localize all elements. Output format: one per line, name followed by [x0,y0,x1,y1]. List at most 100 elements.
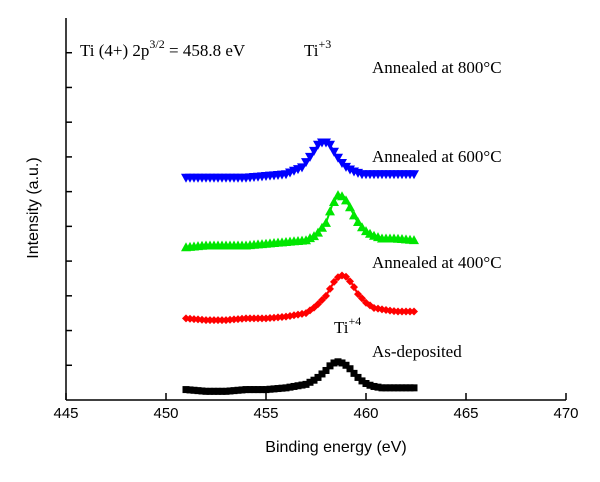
data-point [321,138,331,148]
data-point [254,386,262,394]
data-point [358,377,366,385]
reference-annotation-suffix: = 458.8 eV [165,41,246,60]
data-point [186,386,194,394]
data-point [258,386,266,394]
y-axis-label: Intensity (a.u.) [25,157,42,258]
data-point [333,153,343,163]
x-axis-label: Binding energy (eV) [265,439,406,456]
curve-label-400: Annealed at 400°C [372,253,502,272]
data-point [350,283,358,292]
data-point [270,385,278,393]
data-point [274,385,282,393]
data-point [246,386,254,394]
data-point [325,206,335,216]
data-point [214,387,222,395]
ti3-annotation: Ti+3 [304,37,331,60]
data-point [206,387,214,395]
data-point [326,284,334,293]
data-point [386,384,394,392]
data-point [190,386,198,394]
data-point [290,382,298,390]
data-point [370,382,378,390]
data-point [338,359,346,367]
data-point [266,385,274,393]
data-point [321,217,331,227]
data-point [230,387,238,395]
x-tick-label: 460 [353,405,378,422]
x-tick-label: 470 [553,405,578,422]
data-point [390,384,398,392]
data-point [353,217,363,227]
ti4-annotation-sup: +4 [349,314,362,328]
data-point [341,195,351,205]
data-point [318,370,326,378]
data-point [394,384,402,392]
series-3 [181,138,419,183]
ti4-annotation: Ti+4 [334,314,361,337]
data-point [346,277,354,286]
data-point [409,170,419,180]
reference-annotation-sup: 3/2 [149,37,164,51]
data-point [210,387,218,395]
data-point [329,147,339,157]
data-point [194,387,202,395]
data-point [346,365,354,373]
data-point [305,152,315,162]
data-point [306,378,314,386]
x-tick-label: 465 [453,405,478,422]
data-point [342,361,350,369]
data-point [410,384,418,392]
data-point [402,384,410,392]
data-point [330,277,338,286]
data-point [314,300,322,309]
data-point [337,191,347,201]
data-point [341,162,351,172]
data-point [406,384,414,392]
data-point [250,386,258,394]
data-point [297,163,307,173]
data-point [409,235,419,245]
data-point [362,380,370,388]
data-point [326,362,334,370]
data-point [354,373,362,381]
data-point [314,373,322,381]
ti3-annotation-text: Ti [304,41,319,60]
data-point [322,366,330,374]
data-point [374,383,382,391]
data-point [301,158,311,168]
data-point [325,140,335,150]
data-point [317,222,327,232]
data-point [182,386,190,394]
data-point [322,291,330,300]
series-0 [182,358,418,395]
data-point [354,290,362,299]
ti3-annotation-sup: +3 [319,37,332,51]
x-axis-ticks: 445 450 455 460 465 470 [53,393,579,422]
data-point [242,386,250,394]
data-point [198,387,206,395]
x-tick-label: 450 [153,405,178,422]
data-point [366,381,374,389]
y-axis-ticks [66,51,72,367]
reference-annotation-text: Ti (4+) 2p [80,41,149,60]
data-point [262,386,270,394]
data-point [330,359,338,367]
ti4-annotation-text: Ti [334,318,349,337]
data-point [286,383,294,391]
data-point [218,387,226,395]
data-point [349,210,359,220]
data-point [282,384,290,392]
data-point [313,227,323,237]
data-point [278,384,286,392]
data-point [382,384,390,392]
data-point [334,358,342,366]
data-point [410,307,418,316]
x-tick-label: 445 [53,405,78,422]
curve-label-600: Annealed at 600°C [372,147,502,166]
series-2 [181,190,419,252]
data-point [226,387,234,395]
data-point [345,202,355,212]
series-layer [181,138,419,395]
reference-annotation: Ti (4+) 2p3/2 = 458.8 eV [80,37,246,60]
data-point [238,386,246,394]
